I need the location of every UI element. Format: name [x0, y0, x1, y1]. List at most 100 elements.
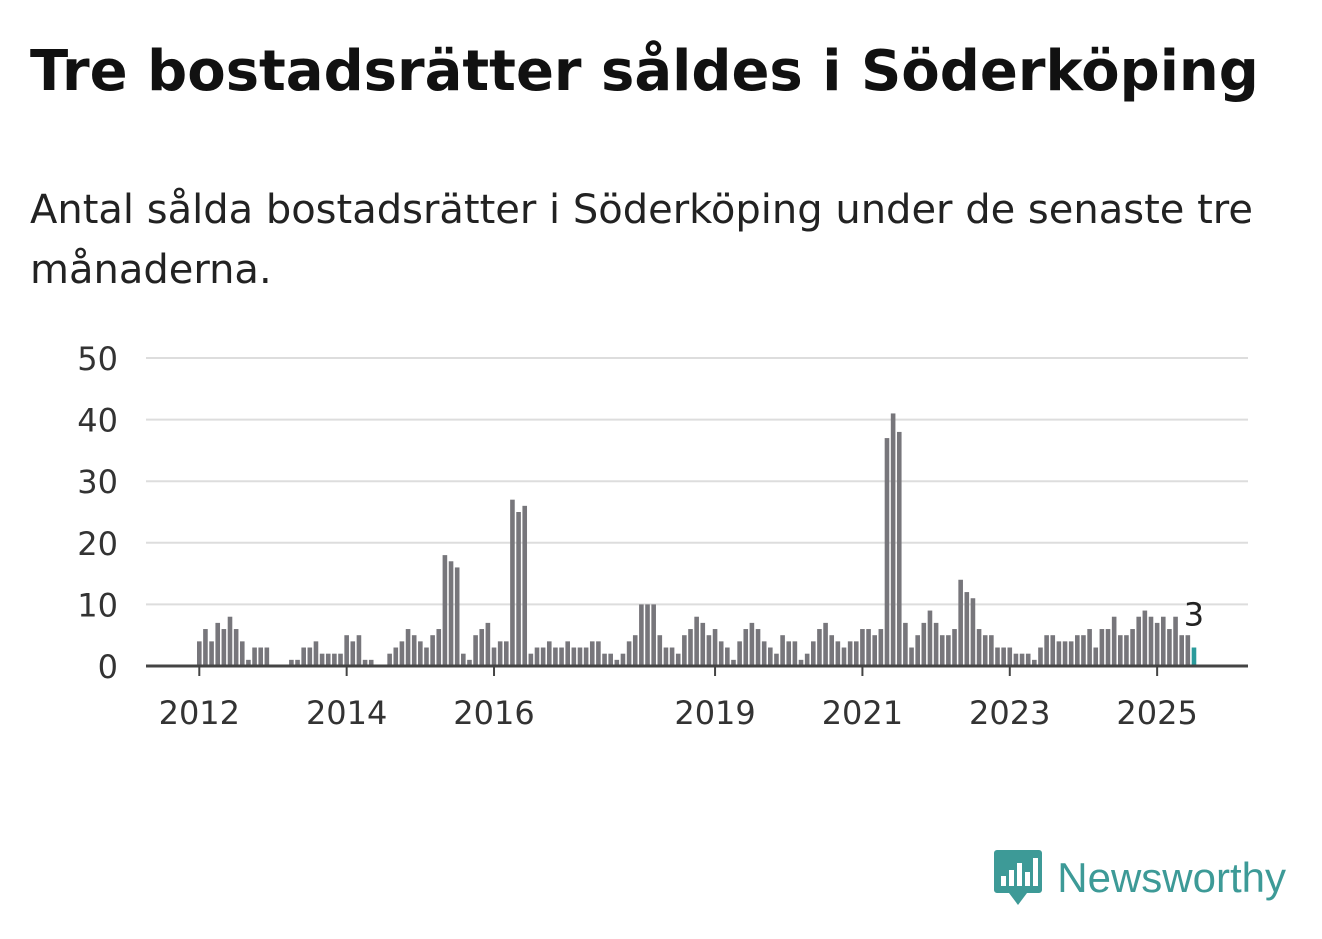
- bar: [338, 653, 343, 666]
- bar: [725, 647, 730, 666]
- bar: [626, 641, 632, 666]
- bar: [239, 641, 245, 666]
- bar: [731, 659, 736, 666]
- bar: [608, 653, 613, 666]
- bar: [1013, 653, 1019, 666]
- chart-title: Tre bostadsrätter såldes i Söderköping: [30, 39, 1259, 104]
- bar: [301, 647, 306, 666]
- bar: [970, 598, 976, 666]
- bar: [890, 413, 896, 666]
- bar: [203, 629, 208, 666]
- bar: [786, 641, 792, 666]
- y-tick-label: 30: [77, 463, 118, 501]
- bar: [1136, 616, 1142, 666]
- bar: [368, 659, 374, 666]
- bar: [989, 635, 994, 666]
- bar: [546, 641, 552, 666]
- bar: [393, 647, 399, 666]
- bar: [491, 647, 497, 666]
- bar: [1081, 635, 1086, 666]
- bar: [485, 622, 491, 666]
- bar: [350, 641, 356, 666]
- bar: [817, 629, 822, 666]
- bar: [835, 641, 841, 666]
- latest-value-label: 3: [1184, 596, 1204, 634]
- bar: [927, 610, 933, 666]
- x-tick-label: 2021: [822, 694, 903, 732]
- bar: [540, 647, 546, 666]
- bar: [896, 431, 902, 666]
- bar: [829, 635, 835, 666]
- bar: [1068, 641, 1074, 666]
- bar: [565, 641, 570, 666]
- bar: [510, 499, 515, 666]
- bar: [1154, 622, 1160, 666]
- bar: [958, 579, 963, 666]
- bar: [866, 629, 871, 666]
- bar: [319, 653, 325, 666]
- bar: [332, 653, 337, 666]
- bar: [209, 641, 214, 666]
- bar: [780, 635, 785, 666]
- bar: [1001, 647, 1006, 666]
- bar: [1062, 641, 1068, 666]
- bar: [1179, 635, 1184, 666]
- bar: [1093, 647, 1099, 666]
- bar: [1050, 635, 1056, 666]
- bar: [418, 641, 423, 666]
- bar: [583, 647, 589, 666]
- bar: [909, 647, 914, 666]
- y-tick-label: 20: [77, 525, 118, 563]
- bar: [903, 622, 908, 666]
- bar: [878, 629, 884, 666]
- bar: [712, 629, 718, 666]
- bar: [620, 653, 626, 666]
- bar: [1160, 616, 1166, 666]
- bar: [976, 629, 982, 666]
- bar: [1056, 641, 1062, 666]
- bar: [694, 616, 699, 666]
- bar: [504, 641, 509, 666]
- bar: [252, 647, 257, 666]
- chart-subtitle: Antal sålda bostadsrätter i Söderköping …: [30, 187, 1253, 293]
- newsworthy-bar-chart-icon: [994, 850, 1043, 905]
- bar: [1025, 653, 1031, 666]
- y-tick-label: 50: [77, 340, 118, 378]
- bar: [915, 635, 920, 666]
- newsworthy-brand[interactable]: Newsworthy: [993, 848, 1286, 908]
- bar: [1007, 647, 1013, 666]
- bar: [1148, 616, 1154, 666]
- bar: [454, 567, 460, 666]
- bar: [632, 635, 638, 666]
- bar: [995, 647, 1000, 666]
- bar: [921, 622, 927, 666]
- bar: [774, 653, 779, 666]
- bar: [1038, 647, 1043, 666]
- bar: [307, 647, 313, 666]
- bar: [682, 635, 687, 666]
- bar: [387, 653, 392, 666]
- y-tick-label: 0: [98, 648, 118, 686]
- bar: [675, 653, 681, 666]
- bar: [761, 641, 767, 666]
- bar: [982, 635, 988, 666]
- bar: [847, 641, 853, 666]
- bar: [841, 647, 847, 666]
- bar-latest: [1191, 647, 1197, 666]
- bar: [804, 653, 810, 666]
- bar: [706, 635, 712, 666]
- x-tick-label: 2014: [306, 694, 387, 732]
- bar: [442, 555, 448, 666]
- x-tick-label: 2016: [453, 694, 534, 732]
- bar: [860, 629, 865, 666]
- bar: [1118, 635, 1123, 666]
- bar: [233, 629, 239, 666]
- bar: [246, 659, 251, 666]
- bar: [639, 604, 644, 666]
- bar: [1142, 610, 1148, 666]
- bar: [669, 647, 675, 666]
- bar: [952, 629, 957, 666]
- bar: [221, 629, 227, 666]
- bar: [411, 635, 417, 666]
- bar: [645, 604, 650, 666]
